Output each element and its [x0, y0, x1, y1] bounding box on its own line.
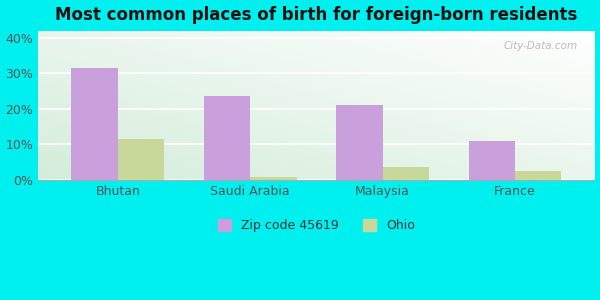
Legend: Zip code 45619, Ohio: Zip code 45619, Ohio: [214, 215, 418, 236]
Bar: [383, 167, 429, 180]
Bar: [336, 105, 383, 180]
Bar: [469, 141, 515, 180]
Text: City-Data.com: City-Data.com: [503, 41, 578, 51]
Bar: [204, 96, 250, 180]
Bar: [71, 68, 118, 180]
Bar: [515, 171, 562, 180]
Bar: [250, 177, 296, 180]
Title: Most common places of birth for foreign-born residents: Most common places of birth for foreign-…: [55, 6, 578, 24]
Bar: [118, 139, 164, 180]
